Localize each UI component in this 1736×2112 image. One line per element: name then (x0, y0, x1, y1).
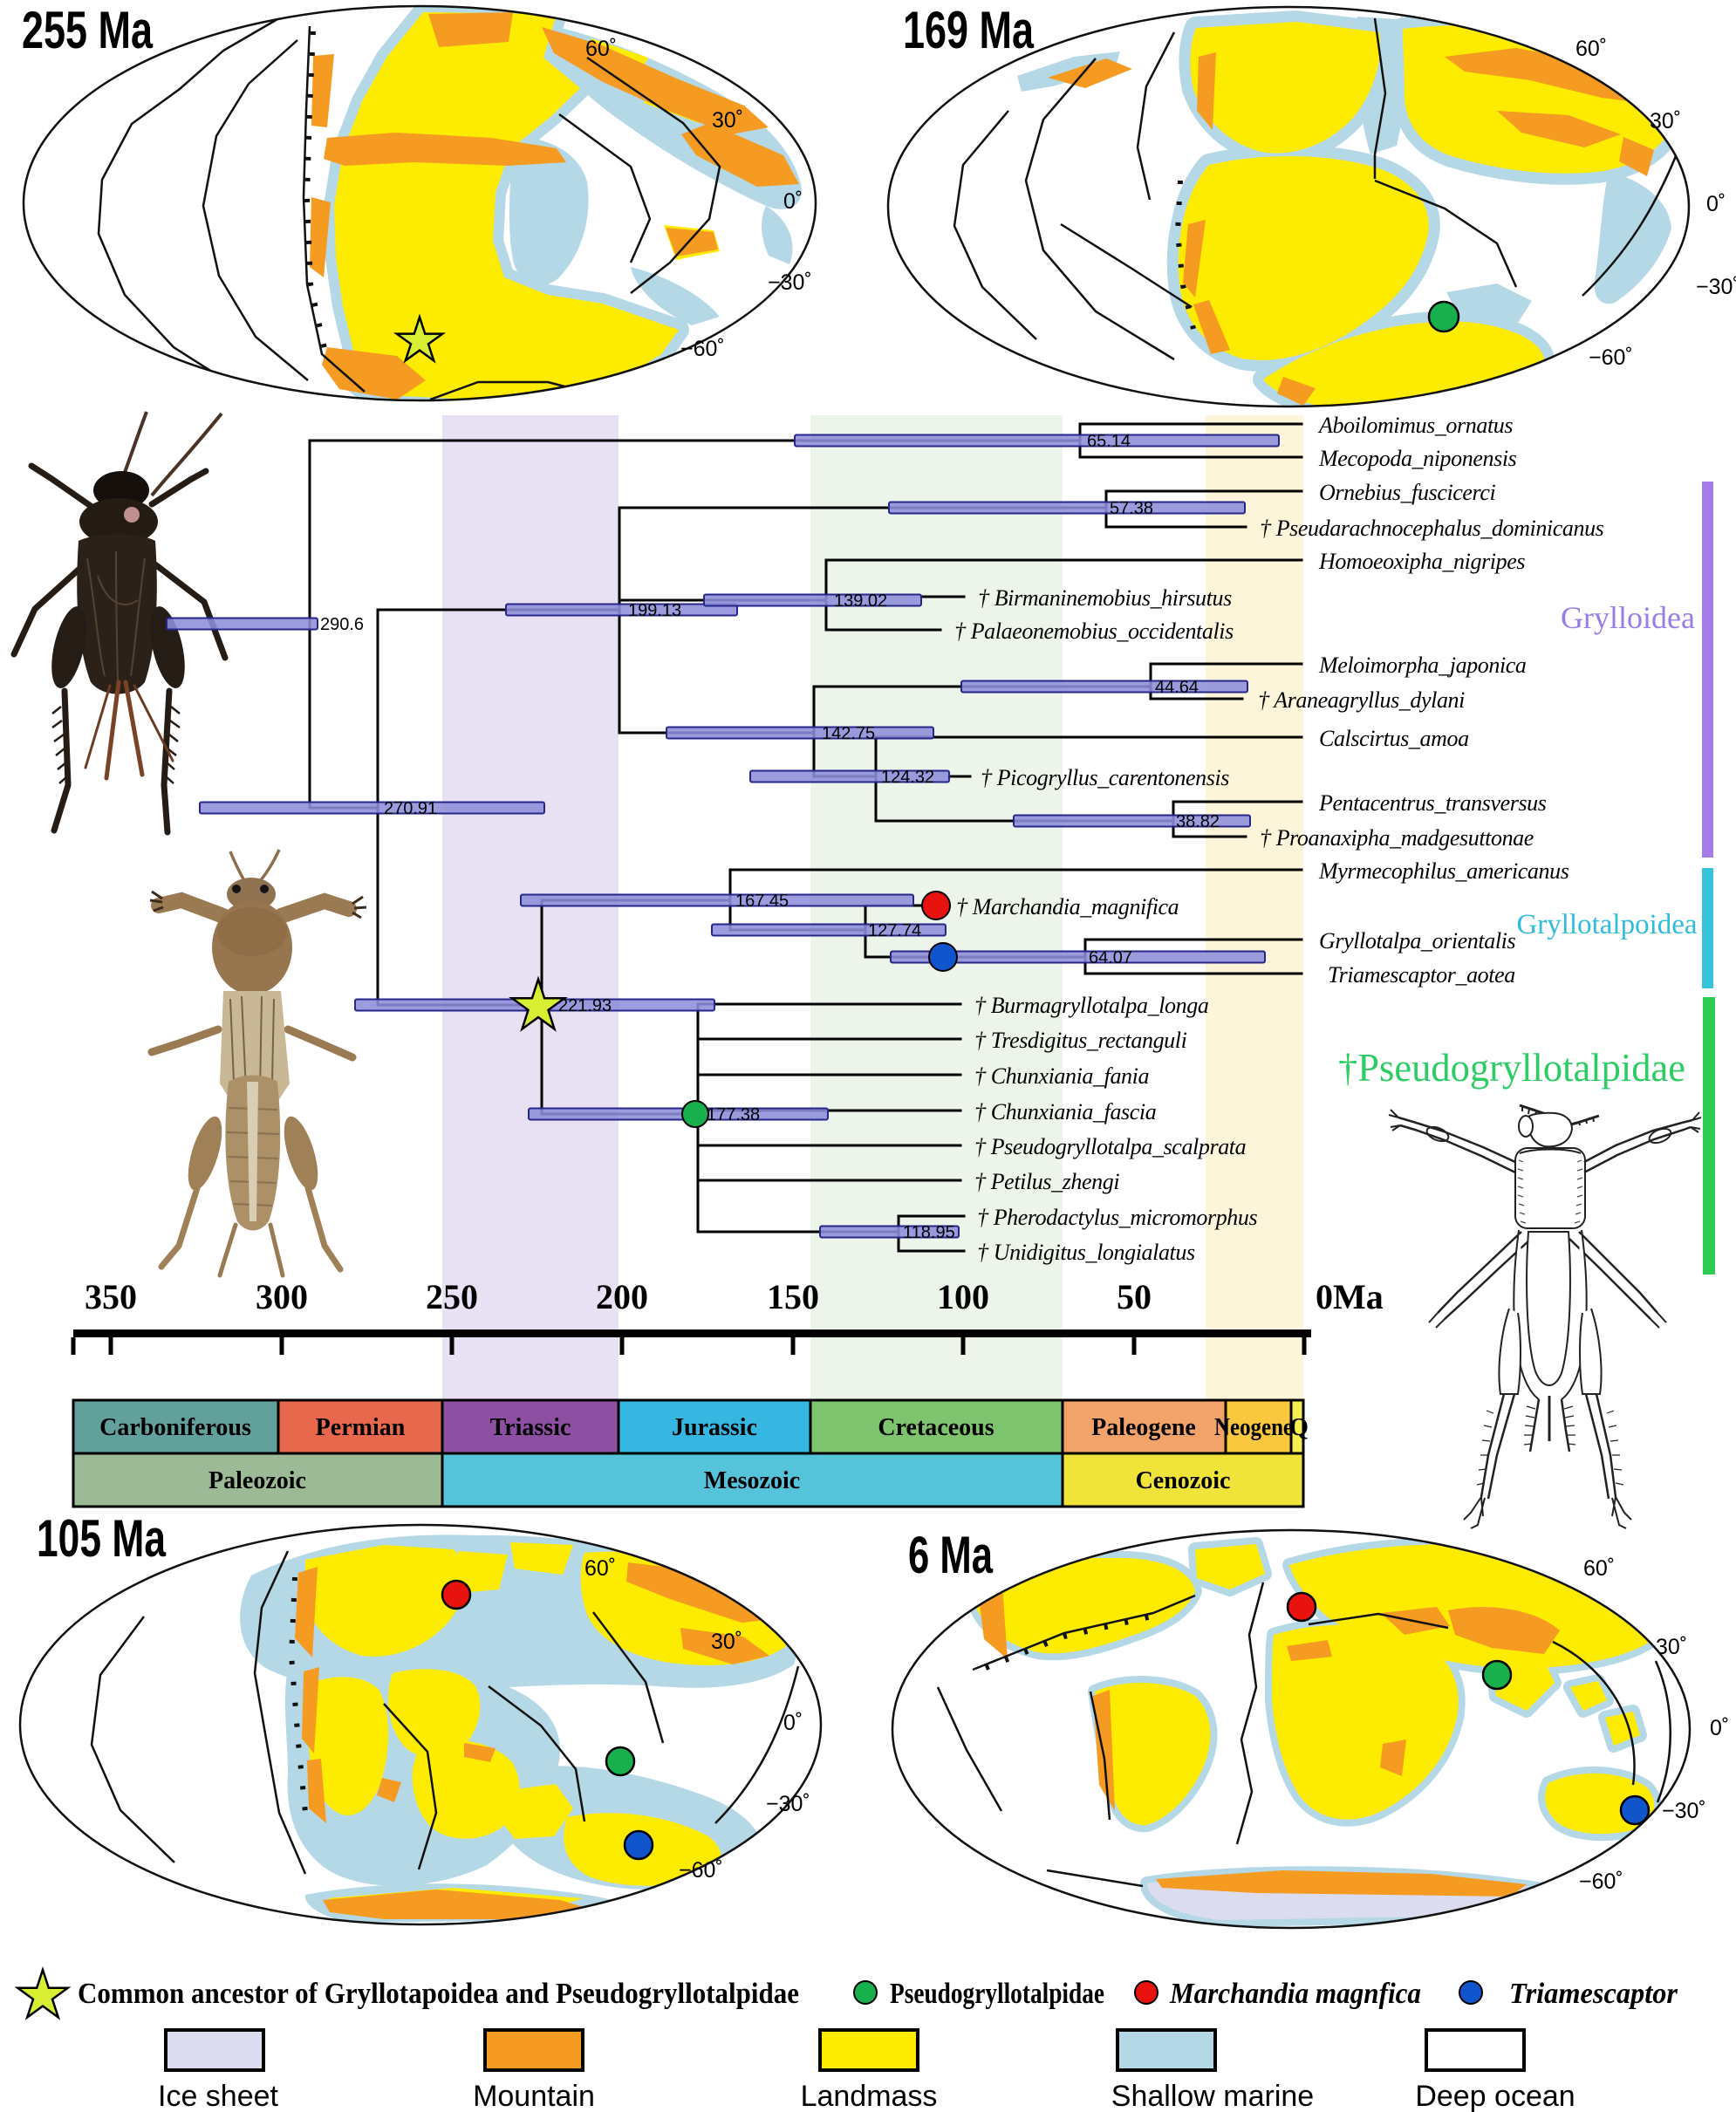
svg-text:30˚: 30˚ (712, 108, 743, 133)
svg-text:124.32: 124.32 (881, 768, 934, 787)
svg-text:65.14: 65.14 (1087, 432, 1131, 451)
svg-text:64.07: 64.07 (1089, 948, 1132, 967)
svg-text:Paleozoic: Paleozoic (208, 1467, 306, 1494)
svg-text:Jurassic: Jurassic (672, 1414, 757, 1441)
svg-text:30˚: 30˚ (1650, 109, 1681, 133)
svg-text:30˚: 30˚ (711, 1630, 742, 1654)
svg-text:Marchandia magnfica: Marchandia magnfica (1169, 1978, 1421, 2010)
svg-text:0˚: 0˚ (1706, 192, 1726, 216)
svg-text:Shallow marine: Shallow marine (1111, 2080, 1314, 2112)
svg-text:† Burmagryllotalpa_longa: † Burmagryllotalpa_longa (974, 993, 1209, 1018)
svg-text:Cenozoic: Cenozoic (1136, 1467, 1231, 1494)
svg-text:Triassic: Triassic (490, 1414, 571, 1441)
svg-text:44.64: 44.64 (1155, 678, 1199, 697)
svg-text:† Picogryllus_carentonensis: † Picogryllus_carentonensis (981, 765, 1229, 790)
svg-text:0Ma: 0Ma (1316, 1277, 1384, 1316)
svg-text:118.95: 118.95 (903, 1223, 955, 1242)
svg-text:Common ancestor of Gryllotapoi: Common ancestor of Gryllotapoidea and Ps… (78, 1978, 799, 2010)
svg-text:139.02: 139.02 (834, 591, 887, 611)
svg-text:250: 250 (426, 1277, 478, 1316)
svg-text:150: 150 (767, 1277, 819, 1316)
svg-text:† Marchandia_magnifica: † Marchandia_magnifica (956, 894, 1179, 919)
svg-text:0˚: 0˚ (783, 189, 803, 214)
svg-text:† Tresdigitus_rectanguli: † Tresdigitus_rectanguli (974, 1028, 1187, 1053)
svg-text:Permian: Permian (316, 1414, 406, 1441)
svg-text:Q: Q (1289, 1414, 1309, 1441)
svg-text:60˚: 60˚ (1575, 37, 1607, 61)
svg-text:100: 100 (937, 1277, 989, 1316)
svg-text:177.38: 177.38 (707, 1105, 760, 1124)
svg-text:200: 200 (596, 1277, 648, 1316)
svg-text:Triamescaptor_aotea: Triamescaptor_aotea (1328, 962, 1515, 988)
svg-text:199.13: 199.13 (628, 601, 681, 620)
svg-text:† Chunxiania_fania: † Chunxiania_fania (974, 1063, 1149, 1089)
svg-text:Ice sheet: Ice sheet (158, 2080, 279, 2112)
svg-text:† Palaeonemobius_occidentalis: † Palaeonemobius_occidentalis (954, 619, 1234, 644)
svg-text:350: 350 (85, 1277, 137, 1316)
svg-text:0˚: 0˚ (783, 1711, 803, 1735)
svg-text:−60˚: −60˚ (1589, 345, 1633, 370)
svg-text:290.6: 290.6 (320, 615, 364, 634)
svg-text:270.91: 270.91 (384, 799, 437, 818)
svg-text:† Petilus_zhengi: † Petilus_zhengi (974, 1169, 1119, 1194)
svg-text:−60˚: −60˚ (679, 1858, 723, 1883)
svg-text:† Araneagryllus_dylani: † Araneagryllus_dylani (1258, 687, 1465, 713)
svg-text:169 Ma: 169 Ma (903, 1, 1034, 59)
svg-text:† Pseudarachnocephalus_dominic: † Pseudarachnocephalus_dominicanus (1260, 516, 1604, 541)
svg-text:Homoeoxipha_nigripes: Homoeoxipha_nigripes (1318, 549, 1525, 574)
svg-text:Carboniferous: Carboniferous (99, 1414, 251, 1441)
svg-text:142.75: 142.75 (822, 724, 875, 743)
svg-text:60˚: 60˚ (585, 37, 617, 61)
svg-text:−60˚: −60˚ (1579, 1869, 1623, 1894)
svg-text:Myrmecophilus_americanus: Myrmecophilus_americanus (1318, 858, 1569, 884)
svg-text:38.82: 38.82 (1176, 812, 1220, 831)
svg-text:Ornebius_fuscicerci: Ornebius_fuscicerci (1319, 480, 1495, 505)
svg-text:Gryllotalpa_orientalis: Gryllotalpa_orientalis (1319, 928, 1515, 953)
svg-text:† Proanaxipha_madgesuttonae: † Proanaxipha_madgesuttonae (1260, 825, 1534, 851)
svg-text:Paleogene: Paleogene (1091, 1414, 1196, 1441)
svg-text:105 Ma: 105 Ma (37, 1509, 166, 1568)
svg-text:†Pseudogryllotalpidae: †Pseudogryllotalpidae (1338, 1045, 1685, 1090)
svg-text:† Pherodactylus_micromorphus: † Pherodactylus_micromorphus (977, 1205, 1258, 1230)
svg-text:Meloimorpha_japonica: Meloimorpha_japonica (1318, 653, 1527, 678)
svg-text:Mesozoic: Mesozoic (704, 1467, 800, 1494)
svg-text:Mountain: Mountain (473, 2080, 595, 2112)
svg-text:−30˚: −30˚ (768, 270, 812, 295)
svg-text:Deep ocean: Deep ocean (1415, 2080, 1575, 2112)
svg-text:Landmass: Landmass (801, 2080, 938, 2112)
svg-text:Mecopoda_niponensis: Mecopoda_niponensis (1318, 446, 1517, 471)
svg-text:255 Ma: 255 Ma (22, 1, 153, 59)
svg-text:Gryllotalpoidea: Gryllotalpoidea (1516, 909, 1697, 940)
svg-text:300: 300 (256, 1277, 308, 1316)
svg-text:Aboilomimus_ornatus: Aboilomimus_ornatus (1317, 413, 1513, 438)
svg-text:Cretaceous: Cretaceous (878, 1414, 994, 1441)
svg-text:† Chunxiania_fascia: † Chunxiania_fascia (974, 1099, 1157, 1124)
svg-text:Pentacentrus_transversus: Pentacentrus_transversus (1318, 790, 1547, 816)
svg-text:127.74: 127.74 (868, 921, 921, 940)
svg-text:60˚: 60˚ (1583, 1556, 1615, 1581)
svg-text:† Birmaninemobius_hirsutus: † Birmaninemobius_hirsutus (978, 585, 1232, 611)
svg-text:−30˚: −30˚ (766, 1792, 810, 1816)
svg-text:Grylloidea: Grylloidea (1561, 600, 1695, 635)
svg-text:Triamescaptor: Triamescaptor (1509, 1978, 1678, 2010)
svg-text:30˚: 30˚ (1656, 1635, 1687, 1659)
svg-text:167.45: 167.45 (735, 892, 789, 911)
svg-text:50: 50 (1117, 1277, 1152, 1316)
svg-text:Neogene: Neogene (1214, 1414, 1293, 1441)
svg-text:221.93: 221.93 (558, 996, 612, 1015)
svg-text:−30˚: −30˚ (1696, 275, 1736, 299)
svg-text:−30˚: −30˚ (1662, 1799, 1706, 1823)
svg-text:−60˚: −60˚ (680, 337, 725, 361)
svg-text:6 Ma: 6 Ma (908, 1526, 993, 1584)
svg-text:Pseudogryllotalpidae: Pseudogryllotalpidae (890, 1978, 1104, 2010)
svg-text:† Pseudogryllotalpa_scalprata: † Pseudogryllotalpa_scalprata (974, 1134, 1247, 1159)
svg-text:0˚: 0˚ (1710, 1716, 1729, 1740)
svg-text:57.38: 57.38 (1110, 499, 1153, 518)
svg-text:† Unidigitus_longialatus: † Unidigitus_longialatus (977, 1240, 1195, 1265)
svg-text:60˚: 60˚ (584, 1556, 616, 1581)
svg-text:Calscirtus_amoa: Calscirtus_amoa (1319, 726, 1469, 751)
